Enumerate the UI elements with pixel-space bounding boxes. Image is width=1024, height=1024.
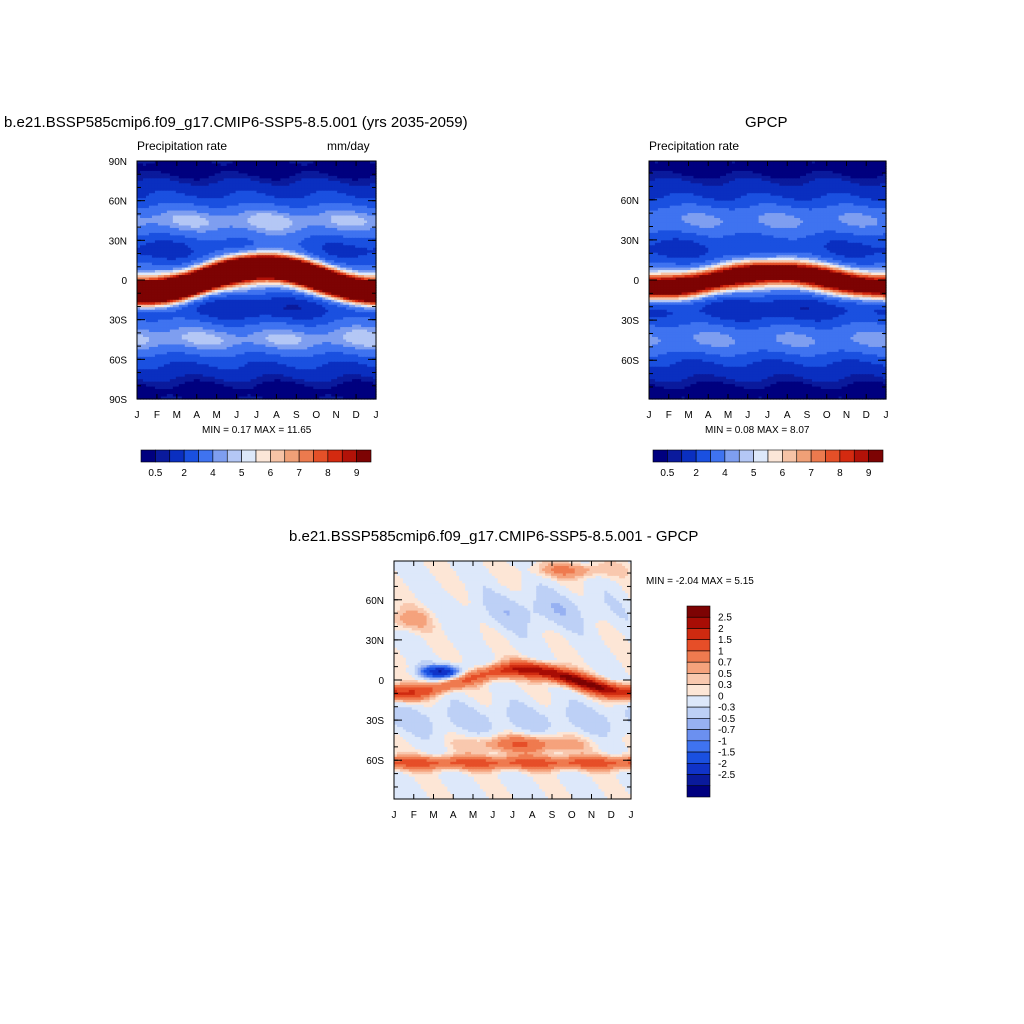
panel1-cells: [137, 161, 377, 400]
